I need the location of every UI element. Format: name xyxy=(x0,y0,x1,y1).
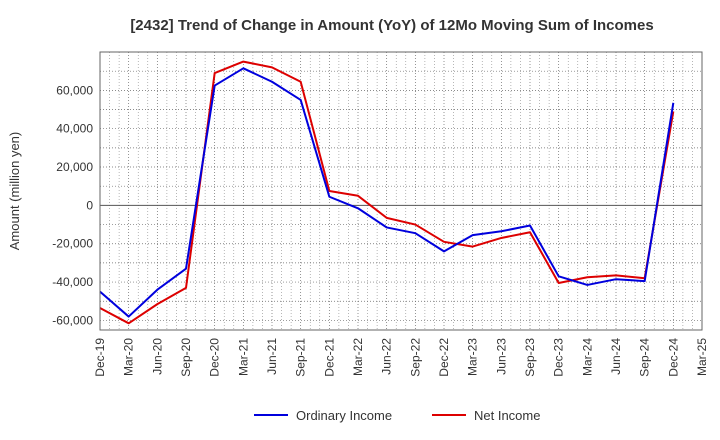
y-tick-label: -60,000 xyxy=(52,313,93,327)
plot-frame xyxy=(99,51,703,331)
y-tick-label: 40,000 xyxy=(56,122,93,136)
series-line-net-income xyxy=(99,60,675,325)
y-tick-label: 20,000 xyxy=(56,160,93,174)
x-tick-label: Jun-23 xyxy=(494,338,508,375)
x-tick-label: Mar-24 xyxy=(580,338,594,376)
x-tick-label: Jun-21 xyxy=(265,338,279,375)
x-tick-label: Dec-20 xyxy=(208,338,222,377)
legend: Ordinary Income Net Income xyxy=(254,408,540,423)
plot-background xyxy=(100,52,702,330)
x-tick-label: Sep-20 xyxy=(179,338,193,377)
y-tick-label: -40,000 xyxy=(52,275,93,289)
legend-label-ordinary-income: Ordinary Income xyxy=(296,408,392,423)
x-tick-label: Sep-22 xyxy=(408,338,422,377)
y-axis-label: Amount (million yen) xyxy=(7,132,22,251)
y-tick-label: 0 xyxy=(86,198,93,212)
y-axis-ticks: -60,000 -40,000 -20,000 0 20,000 40,000 60,000 xyxy=(52,83,93,327)
x-tick-label: Jun-24 xyxy=(609,338,623,375)
series-line-ordinary-income xyxy=(99,67,675,318)
x-tick-label: Sep-23 xyxy=(523,338,537,377)
x-tick-label: Dec-19 xyxy=(93,338,107,377)
x-tick-label: Mar-23 xyxy=(466,338,480,376)
x-tick-label: Mar-22 xyxy=(351,338,365,376)
x-tick-label: Jun-20 xyxy=(150,338,164,375)
x-tick-label: Sep-24 xyxy=(638,338,652,377)
x-axis-ticks: Dec-19 Mar-20 Jun-20 Sep-20 Dec-20 Mar-21 Jun-… xyxy=(93,338,709,377)
chart-title: [2432] Trend of Change in Amount (YoY) o… xyxy=(130,17,653,34)
x-tick-label: Mar-21 xyxy=(236,338,250,376)
x-tick-label: Mar-20 xyxy=(122,338,136,376)
x-tick-label: Dec-24 xyxy=(666,338,680,377)
plot-border xyxy=(99,51,703,331)
x-tick-label: Sep-21 xyxy=(294,338,308,377)
plot-area xyxy=(100,52,702,330)
y-tick-label: -20,000 xyxy=(52,237,93,251)
x-tick-label: Dec-23 xyxy=(552,338,566,377)
x-tick-label: Mar-25 xyxy=(695,338,709,376)
legend-label-net-income: Net Income xyxy=(474,408,540,423)
x-tick-label: Dec-22 xyxy=(437,338,451,377)
x-tick-label: Jun-22 xyxy=(380,338,394,375)
series-layer xyxy=(99,60,675,325)
y-tick-label: 60,000 xyxy=(56,83,93,97)
x-tick-label: Dec-21 xyxy=(322,338,336,377)
